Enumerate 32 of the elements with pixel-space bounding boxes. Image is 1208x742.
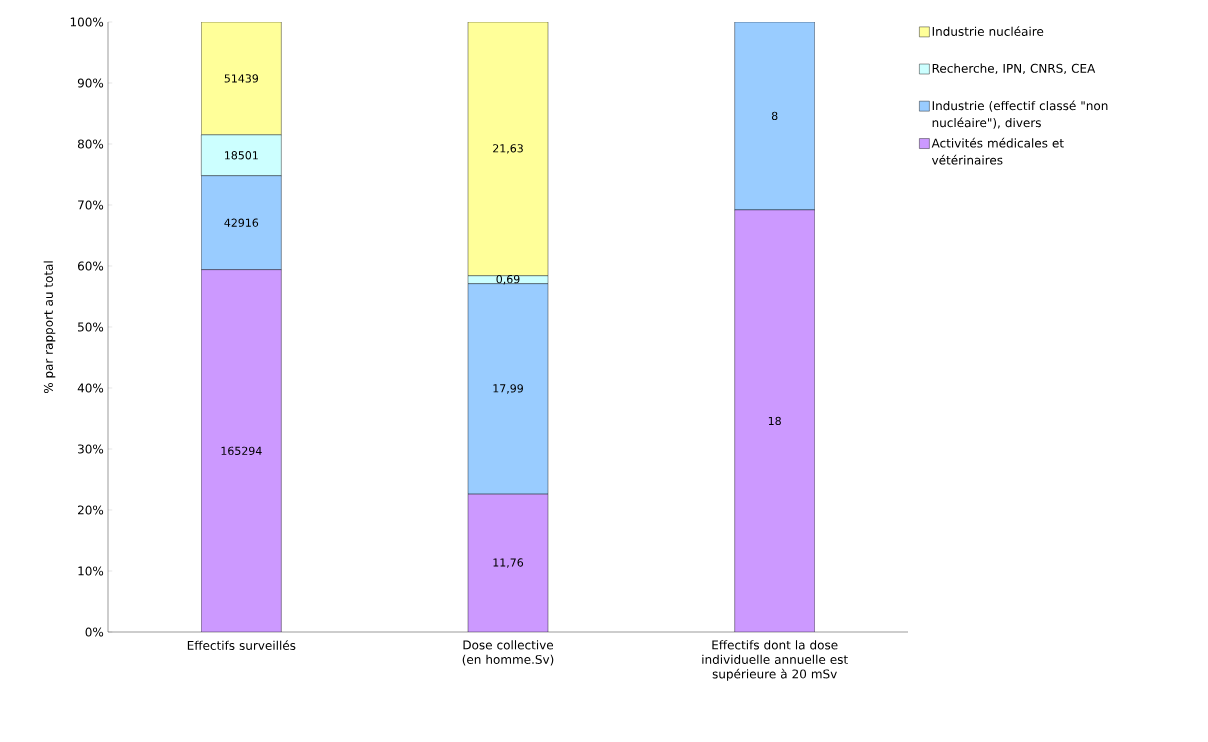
- y-tick-label: 10%: [78, 566, 104, 576]
- annotation: 8: [771, 111, 778, 121]
- y-tick-label: 60%: [77, 261, 104, 271]
- y-tick-label: 50%: [78, 322, 104, 332]
- legend-label: Activités médicales et vétérinaires: [931, 137, 1064, 165]
- legend-label: Industrie nucléaire: [932, 26, 1044, 36]
- y-tick-label: 70%: [78, 200, 104, 210]
- bar: [201, 269, 282, 632]
- y-tick-label: 40%: [77, 383, 104, 393]
- y-tick-label: 90%: [77, 78, 104, 88]
- y-tick-label: 30%: [78, 444, 104, 454]
- legend-label: Industrie (effectif classé "non nucléaire"), divers: [932, 100, 1108, 129]
- legend-label: Recherche, IPN, CNRS, CEA: [932, 63, 1096, 75]
- y-tick-label: 80%: [77, 139, 104, 149]
- annotation: 21,63: [493, 144, 523, 154]
- bar: [734, 209, 815, 632]
- annotation: 18: [768, 416, 781, 426]
- annotation: 0,69: [496, 274, 520, 285]
- x-tick-label: Dose collective (en homme.Sv): [462, 640, 554, 666]
- annotation: 17,99: [493, 384, 523, 394]
- annotation: 51439: [224, 74, 259, 83]
- y-tick-label: 0%: [85, 627, 104, 637]
- annotation: 18501: [225, 151, 258, 160]
- annotation: 42916: [224, 218, 259, 227]
- annotation: 165294: [221, 446, 262, 455]
- bar: [468, 494, 549, 632]
- y-tick-label: 100%: [70, 17, 104, 27]
- annotation: 11,76: [493, 558, 524, 568]
- x-tick-label: Effectifs surveillés: [187, 640, 296, 650]
- y-tick-label: 20%: [78, 505, 104, 515]
- y-axis-title: % par rapport au total: [43, 261, 56, 394]
- x-tick-label: Effectifs dont la dose individuelle annuelle est supérieure à 20 mSv: [702, 640, 848, 681]
